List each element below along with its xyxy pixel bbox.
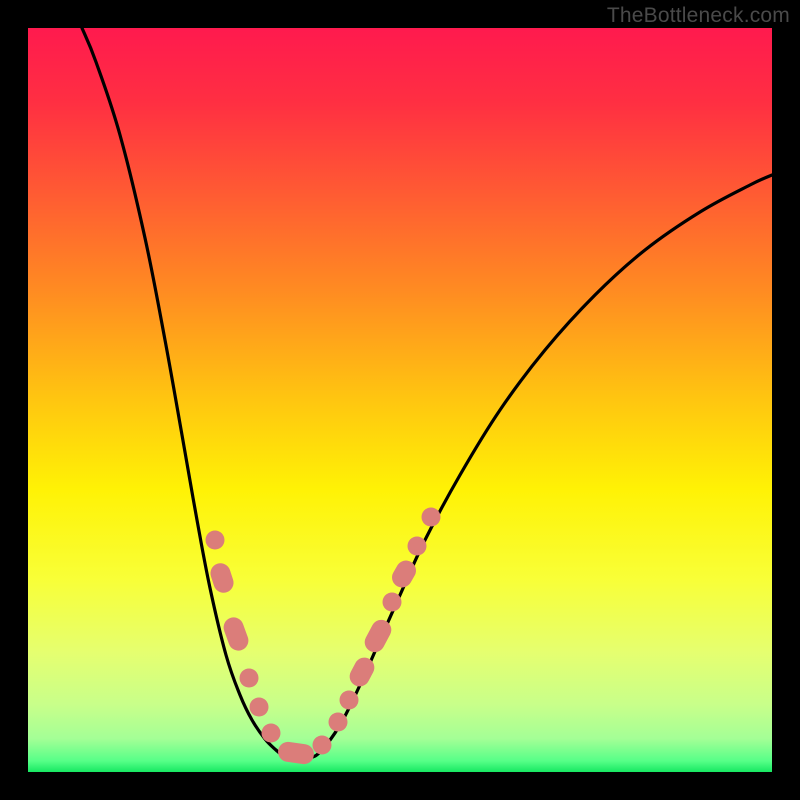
marker-dot	[340, 691, 359, 710]
marker-dot	[250, 698, 269, 717]
marker-dot	[408, 537, 427, 556]
marker-dot	[262, 724, 281, 743]
marker-dot	[206, 531, 225, 550]
marker-dot	[383, 593, 402, 612]
gradient-background	[28, 28, 772, 772]
marker-dot	[313, 736, 332, 755]
marker-dot	[329, 713, 348, 732]
bottleneck-chart	[0, 0, 800, 800]
marker-dot	[422, 508, 441, 527]
marker-dot	[240, 669, 259, 688]
watermark-text: TheBottleneck.com	[607, 4, 790, 28]
